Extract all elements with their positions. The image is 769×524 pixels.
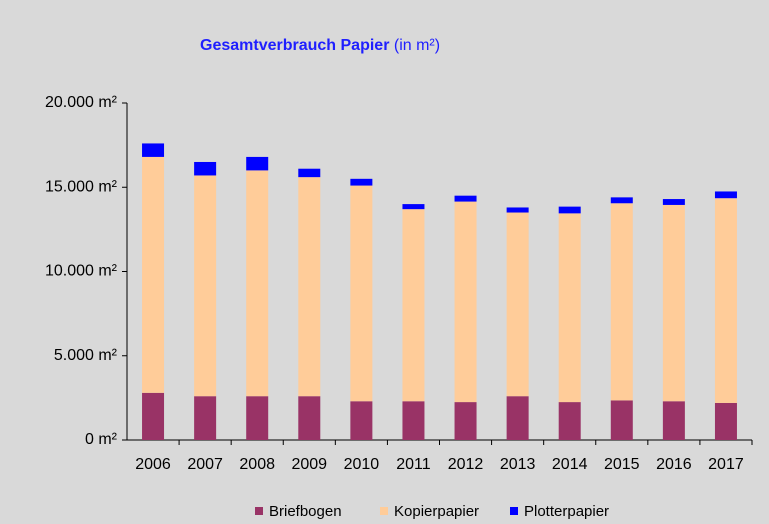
bar-segment bbox=[194, 175, 217, 397]
legend-swatch bbox=[380, 507, 388, 515]
bar-segment bbox=[246, 170, 269, 397]
bar-segment bbox=[350, 401, 373, 440]
title-unit: (in m²) bbox=[394, 37, 440, 54]
x-tick-label: 2015 bbox=[604, 456, 640, 473]
legend-swatch bbox=[255, 507, 263, 515]
bar-segment bbox=[246, 396, 269, 440]
y-tick-label: 15.000 m² bbox=[45, 178, 118, 195]
bar-segment bbox=[246, 156, 269, 171]
bar-segment bbox=[298, 168, 321, 178]
x-tick-label: 2007 bbox=[187, 456, 223, 473]
bar-segment bbox=[454, 195, 477, 202]
bar-segment bbox=[402, 204, 425, 210]
legend-label: Kopierpapier bbox=[394, 503, 479, 520]
bar-segment bbox=[350, 178, 373, 186]
bar-segment bbox=[610, 400, 633, 440]
bar-segment bbox=[714, 402, 737, 440]
x-tick-label: 2009 bbox=[291, 456, 327, 473]
bar-segment bbox=[194, 396, 217, 440]
bar-segment bbox=[558, 213, 581, 403]
bar-segment bbox=[402, 209, 425, 402]
bar-segment bbox=[610, 197, 633, 204]
bar-segment bbox=[506, 207, 529, 213]
title-main: Gesamtverbrauch Papier bbox=[200, 37, 389, 54]
legend-swatch bbox=[510, 507, 518, 515]
x-tick-label: 2011 bbox=[396, 456, 431, 473]
bar-segment bbox=[298, 396, 321, 440]
y-tick-label: 10.000 m² bbox=[45, 263, 118, 280]
bar-segment bbox=[194, 161, 217, 176]
bar-segment bbox=[298, 177, 321, 397]
bar-segment bbox=[142, 143, 165, 157]
bar-segment bbox=[714, 198, 737, 403]
bar-segment bbox=[662, 401, 685, 440]
x-tick-label: 2013 bbox=[500, 456, 536, 473]
chart-title: Gesamtverbrauch Papier (in m²) bbox=[200, 37, 440, 54]
bar-segment bbox=[714, 191, 737, 199]
bar-segment bbox=[558, 402, 581, 440]
x-tick-label: 2016 bbox=[656, 456, 692, 473]
legend-label: Briefbogen bbox=[269, 503, 342, 520]
bar-segment bbox=[142, 156, 165, 393]
x-tick-label: 2010 bbox=[344, 456, 380, 473]
bar-segment bbox=[506, 396, 529, 440]
bar-segment bbox=[610, 203, 633, 401]
x-tick-label: 2017 bbox=[708, 456, 744, 473]
bar-segment bbox=[506, 212, 529, 397]
bar-segment bbox=[662, 204, 685, 402]
legend-label: Plotterpapier bbox=[524, 503, 609, 520]
bar-segment bbox=[350, 185, 373, 402]
bar-segment bbox=[662, 199, 685, 205]
y-tick-label: 20.000 m² bbox=[45, 94, 118, 111]
y-tick-label: 0 m² bbox=[85, 431, 118, 448]
bar-segment bbox=[142, 392, 165, 440]
x-tick-label: 2008 bbox=[239, 456, 275, 473]
bar-segment bbox=[402, 401, 425, 440]
x-tick-label: 2006 bbox=[135, 456, 171, 473]
bar-segment bbox=[454, 402, 477, 440]
y-tick-label: 5.000 m² bbox=[54, 347, 118, 364]
bar-segment bbox=[558, 206, 581, 214]
x-tick-label: 2014 bbox=[552, 456, 588, 473]
x-tick-label: 2012 bbox=[448, 456, 484, 473]
bar-segment bbox=[454, 201, 477, 403]
